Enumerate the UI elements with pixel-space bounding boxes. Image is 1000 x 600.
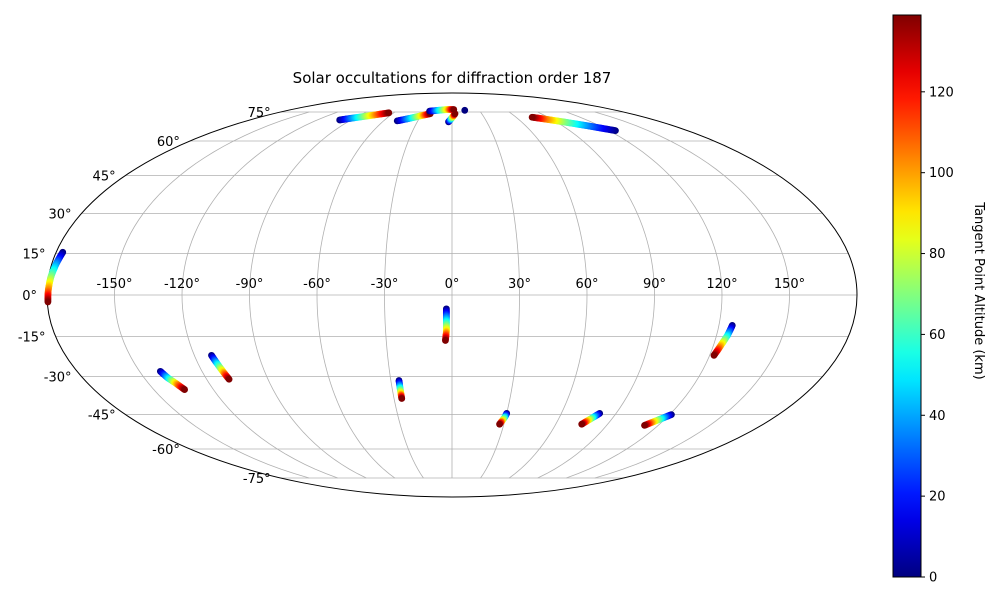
longitude-tick-label: 120° <box>706 277 737 292</box>
longitude-tick-label: 60° <box>575 277 598 292</box>
meridian-gridline <box>316 111 396 479</box>
meridian-gridline <box>537 111 655 479</box>
occultation-track <box>44 248 67 306</box>
colorbar-tick-label: 80 <box>929 247 946 262</box>
latitude-tick-label: 15° <box>23 248 46 263</box>
longitude-tick-label: -120° <box>164 277 200 292</box>
latitude-tick-label: -45° <box>88 409 116 424</box>
occultation-track <box>528 113 619 135</box>
longitude-tick-label: -150° <box>96 277 132 292</box>
longitude-tick-label: -30° <box>371 277 399 292</box>
track-point <box>450 106 458 113</box>
longitude-tick-label: 0° <box>445 277 460 292</box>
occultation-track <box>641 411 675 429</box>
latitude-tick-label: 60° <box>157 135 180 150</box>
latitude-tick-label: 45° <box>93 169 116 184</box>
track-point <box>461 106 469 114</box>
track-point <box>578 420 586 428</box>
colorbar-tick-label: 0 <box>929 571 937 586</box>
track-point <box>44 298 52 306</box>
occultation-track <box>710 321 736 359</box>
track-point <box>385 109 393 117</box>
occultation-track <box>156 367 188 393</box>
latitude-tick-label: -60° <box>152 443 180 458</box>
occultation-track <box>496 409 511 428</box>
meridian-gridline <box>480 111 520 479</box>
occultation-track <box>208 351 233 383</box>
track-point <box>528 113 536 121</box>
track-point <box>442 337 449 344</box>
longitude-tick-label: 90° <box>643 277 666 292</box>
meridian-gridline <box>566 111 723 479</box>
graticule <box>47 111 857 479</box>
occultation-track <box>336 109 393 124</box>
track-point <box>181 386 188 393</box>
meridian-gridline <box>114 111 310 479</box>
meridian-gridline <box>384 111 424 479</box>
longitude-tick-label: 30° <box>508 277 531 292</box>
occultation-track <box>461 106 469 114</box>
track-point <box>641 421 648 429</box>
occultation-track <box>395 377 406 402</box>
latitude-tick-label: 75° <box>248 106 271 121</box>
meridian-gridline <box>181 111 338 479</box>
latitude-tick-label: 30° <box>48 207 71 222</box>
latitude-tick-label: 0° <box>22 289 37 304</box>
latitude-tick-labels: 75° 60° 45° 30° 15° 0° -15° -30° -45° -60° -75° <box>18 106 271 487</box>
colorbar-tick-label: 60 <box>929 328 946 343</box>
track-point <box>710 351 718 359</box>
meridian-gridline <box>508 111 588 479</box>
latitude-tick-label: -75° <box>243 472 271 487</box>
meridian-gridline <box>594 111 790 479</box>
mollweide-map: -150° -120° -90° -60° -30° 0° 30° 60° 90° 120° 150… <box>18 92 858 498</box>
occultation-tracks <box>44 106 736 429</box>
longitude-tick-label: 150° <box>774 277 805 292</box>
chart-title: Solar occultations for diffraction order… <box>293 69 612 87</box>
colorbar: 0 20 40 60 80 100 120 Tangent Point Altitude (k… <box>892 14 986 586</box>
occultation-track <box>578 409 604 428</box>
longitude-tick-labels: -150° -120° -90° -60° -30° 0° 30° 60° 90° 120° 150… <box>96 277 805 292</box>
track-point <box>225 375 233 383</box>
colorbar-tick-label: 120 <box>929 85 954 100</box>
occultation-track <box>442 305 450 344</box>
longitude-tick-label: -60° <box>303 277 331 292</box>
occultation-track <box>426 106 458 115</box>
colorbar-tick-label: 20 <box>929 490 946 505</box>
track-point <box>496 420 503 428</box>
colorbar-tick-label: 40 <box>929 409 946 424</box>
track-point <box>398 395 406 402</box>
meridian-gridline <box>249 111 367 479</box>
colorbar-bar <box>892 14 922 578</box>
latitude-tick-label: -15° <box>18 330 46 345</box>
colorbar-label: Tangent Point Altitude (km) <box>971 201 986 379</box>
latitude-tick-label: -30° <box>44 371 72 386</box>
colorbar-tick-label: 100 <box>929 166 954 181</box>
longitude-tick-label: -90° <box>236 277 264 292</box>
